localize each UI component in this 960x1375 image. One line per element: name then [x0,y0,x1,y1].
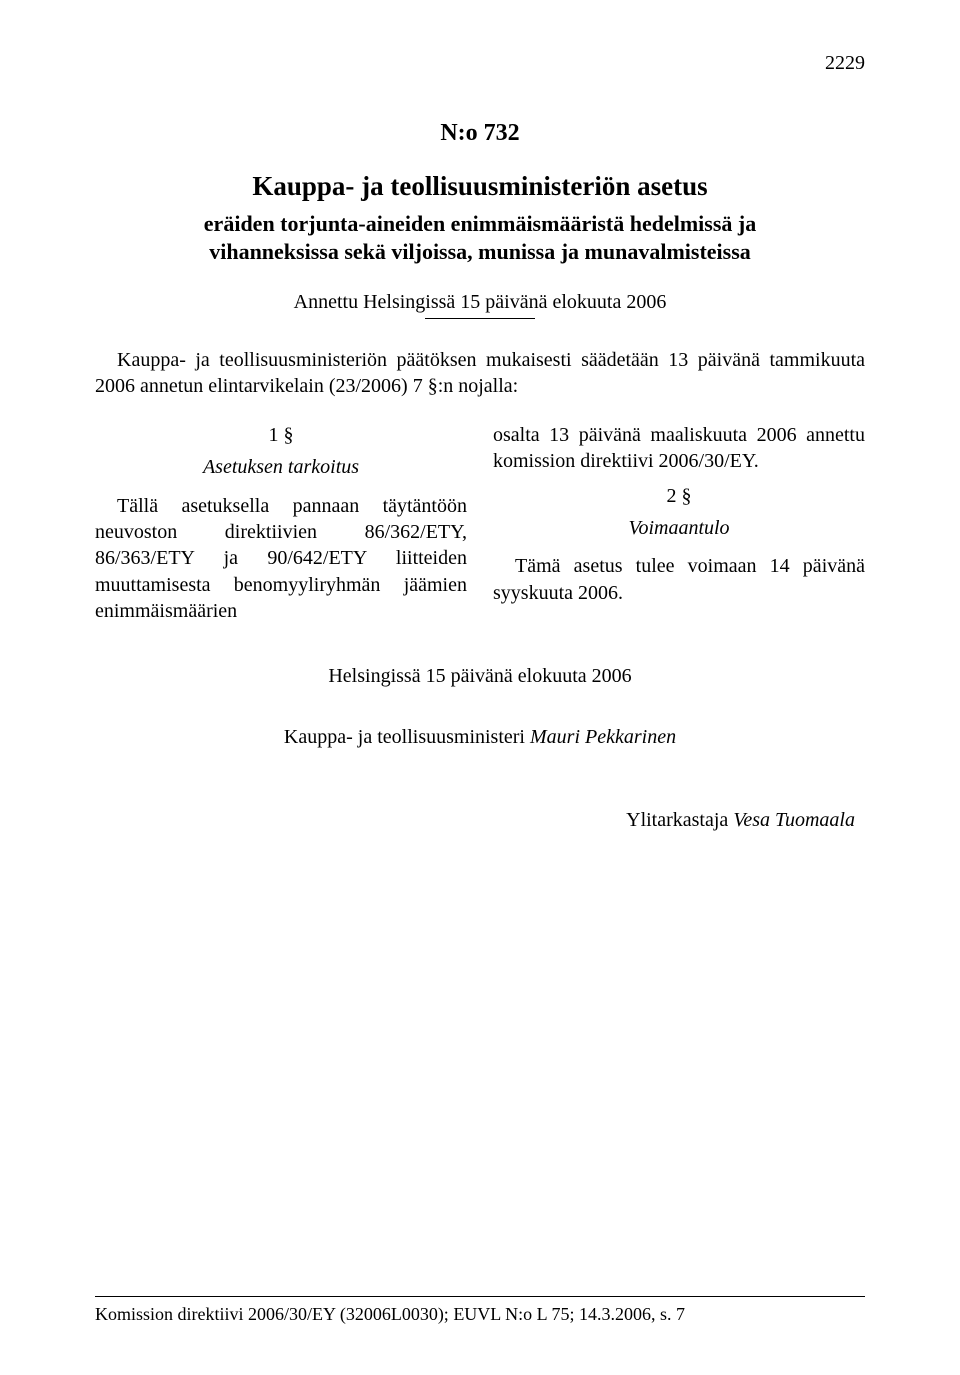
section-1-heading: Asetuksen tarkoitus [95,454,467,480]
section-1-number: 1 § [95,422,467,448]
given-at-line: Annettu Helsingissä 15 päivänä elokuuta … [95,291,865,314]
signature-place-date: Helsingissä 15 päivänä elokuuta 2006 [95,665,865,688]
inspector-signature: Ylitarkastaja Vesa Tuomaala [95,809,865,832]
section-2-paragraph: Tämä asetus tulee voimaan 14 päivänä syy… [493,553,865,606]
inspector-title: Ylitarkastaja [626,809,733,831]
footnote-rule [95,1296,865,1297]
two-column-body: 1 § Asetuksen tarkoitus Tällä asetuksell… [95,422,865,631]
page-number: 2229 [825,52,865,75]
minister-name: Mauri Pekkarinen [530,726,676,748]
continuation-paragraph: osalta 13 päivänä maaliskuuta 2006 annet… [493,422,865,475]
document-page: 2229 N:o 732 Kauppa- ja teollisuusminist… [0,0,960,1375]
section-2-heading: Voimaantulo [493,515,865,541]
title-rule [425,318,535,319]
section-2-number: 2 § [493,483,865,509]
document-number: N:o 732 [95,120,865,147]
preamble-text: Kauppa- ja teollisuusministeriön päätöks… [95,347,865,400]
left-column: 1 § Asetuksen tarkoitus Tällä asetuksell… [95,422,467,631]
minister-signature: Kauppa- ja teollisuusministeri Mauri Pek… [95,726,865,749]
right-column: osalta 13 päivänä maaliskuuta 2006 annet… [493,422,865,631]
footnote-text: Komission direktiivi 2006/30/EY (32006L0… [95,1304,685,1325]
document-title: Kauppa- ja teollisuusministeriön asetus [95,171,865,202]
document-subtitle: eräiden torjunta-aineiden enimmäismääris… [140,210,820,265]
inspector-name: Vesa Tuomaala [733,809,855,831]
minister-title: Kauppa- ja teollisuusministeri [284,726,530,748]
section-1-paragraph: Tällä asetuksella pannaan täytäntöön neu… [95,493,467,625]
